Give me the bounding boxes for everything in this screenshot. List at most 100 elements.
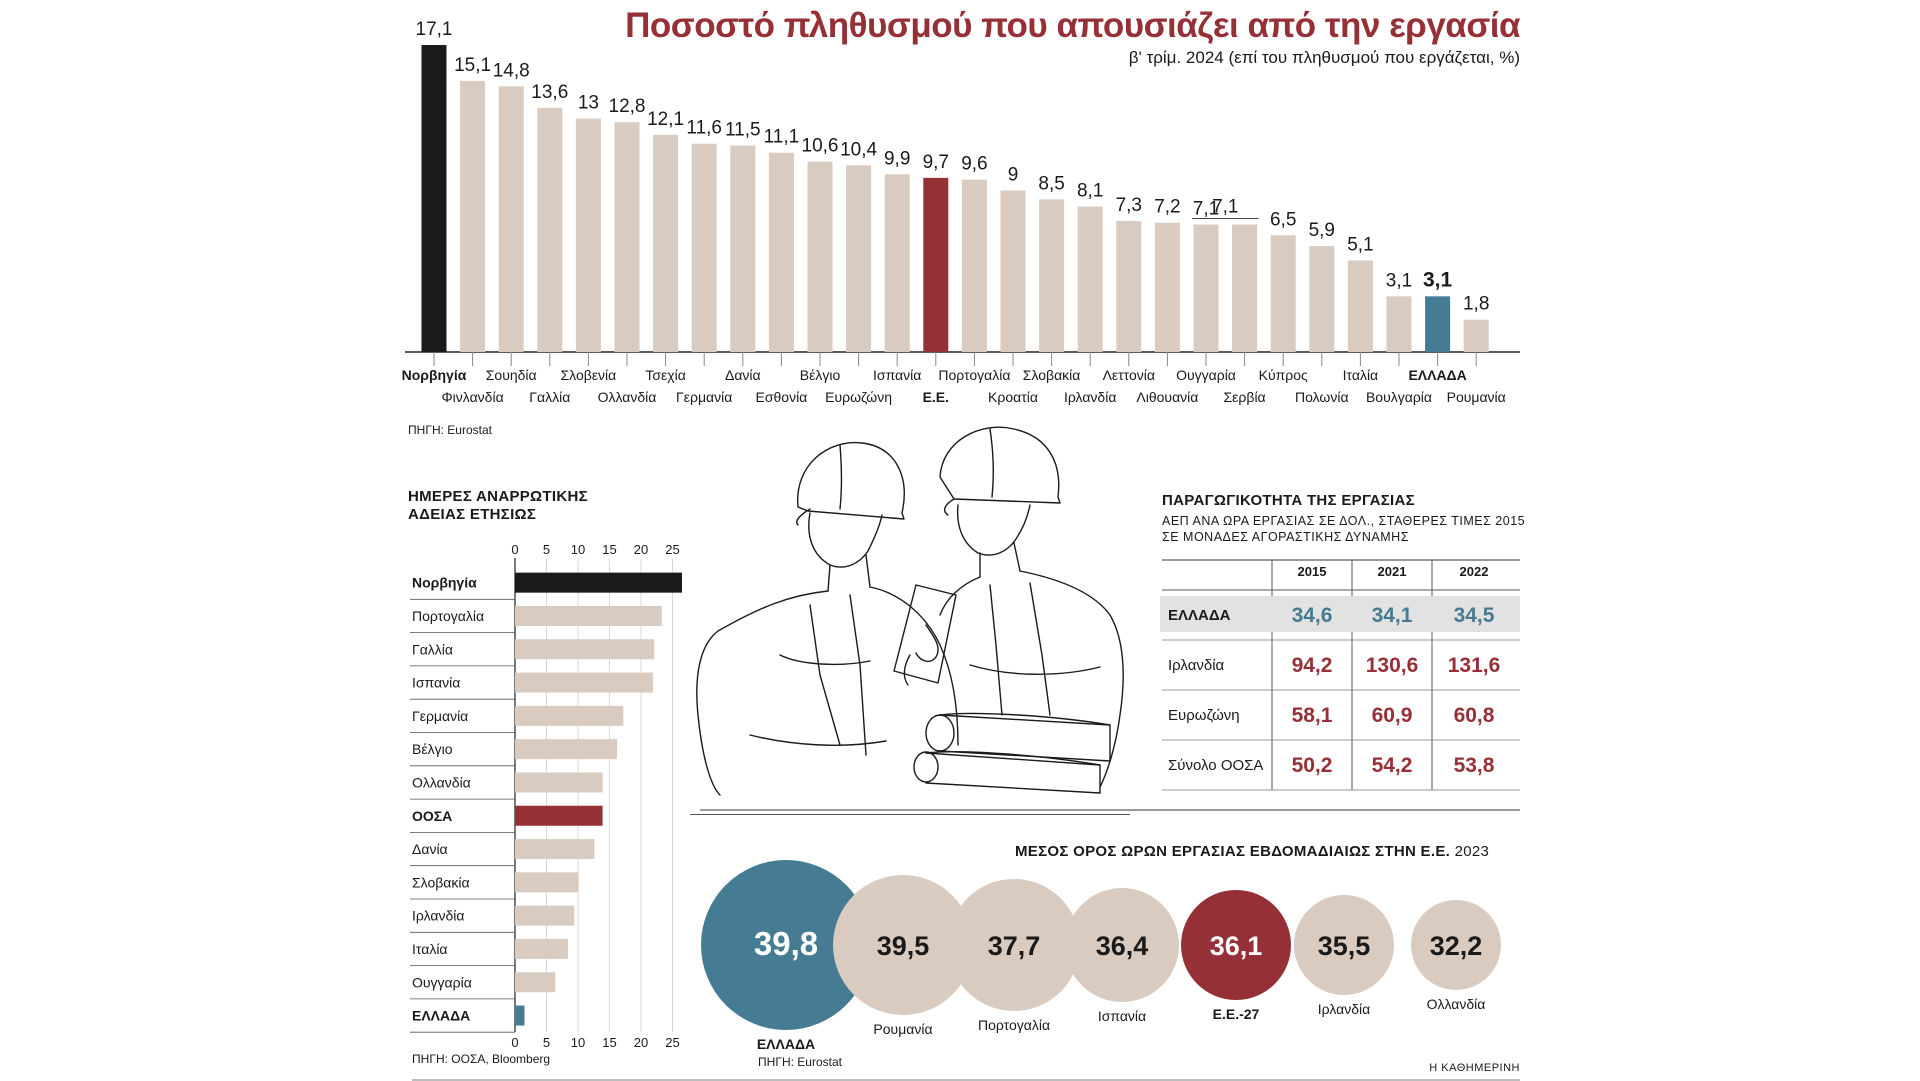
column-header-2022: 2022: [1460, 564, 1489, 579]
row-label-ουγγαρία: Ουγγαρία: [412, 974, 472, 990]
category-label-πορτογαλία: Πορτογαλία: [938, 367, 1010, 383]
bubble-value-ολλανδία: 32,2: [1430, 931, 1483, 961]
value-label-σλοβακία: 8,5: [1038, 173, 1064, 194]
value-label-γερμανία: 11,6: [686, 118, 722, 139]
cell-ευρωζώνη-2021: 60,9: [1372, 704, 1413, 727]
hbar-βέλγιο: [515, 739, 618, 760]
category-label-ε-ε: Ε.Ε.: [923, 389, 949, 405]
value-label-εσθονία: 11,1: [764, 127, 800, 148]
value-label-ε-ε: 9,7: [923, 152, 949, 173]
x-tick-top-0: 0: [511, 542, 518, 557]
bubble-value-ελλαδα: 39,8: [754, 925, 818, 962]
x-tick-bottom-5: 5: [543, 1035, 550, 1050]
category-label-ελλαδα: ΕΛΛΑΔΑ: [1408, 367, 1466, 383]
value-label-ευρωζώνη: 10,4: [840, 139, 877, 160]
value-label-shared-ουγγαρία-σερβία: 7,1: [1212, 197, 1238, 218]
cell-ελλαδα-2022: 34,5: [1454, 604, 1495, 627]
row-label-δανία: Δανία: [412, 841, 448, 857]
hours-title-text: ΜΕΣΟΣ ΟΡΟΣ ΩΡΩΝ ΕΡΓΑΣΙΑΣ ΕΒΔΟΜΑΔΙΑΙΩΣ ΣΤ…: [1015, 843, 1451, 860]
category-label-σλοβακία: Σλοβακία: [1023, 367, 1081, 383]
category-label-ολλανδία: Ολλανδία: [598, 389, 657, 405]
cell-ιρλανδία-2015: 94,2: [1292, 654, 1333, 677]
hours-title-year: 2023: [1454, 843, 1490, 860]
category-label-εσθονία: Εσθονία: [756, 389, 808, 405]
category-label-νορβηγία: Νορβηγία: [402, 367, 467, 383]
value-label-ουγγαρία: 7,1: [1193, 199, 1219, 220]
hbar-γερμανία: [515, 705, 624, 726]
bar-βέλγιο: [807, 161, 833, 352]
category-label-κροατία: Κροατία: [988, 389, 1038, 405]
x-tick-top-15: 15: [602, 542, 616, 557]
bar-σουηδία: [498, 86, 524, 353]
value-label-ρουμανία: 1,8: [1463, 294, 1489, 315]
main-chart-title: Ποσοστό πληθυσμού που απουσιάζει από την…: [625, 6, 1520, 45]
bubble-label-ε-ε-27: Ε.Ε.-27: [1213, 1006, 1260, 1022]
x-tick-bottom-20: 20: [634, 1035, 648, 1050]
bar-πορτογαλία: [961, 179, 987, 352]
bubble-value-ισπανία: 36,4: [1096, 931, 1149, 961]
x-tick-top-25: 25: [665, 542, 679, 557]
row-label-γερμανία: Γερμανία: [412, 708, 468, 724]
row-label-ιρλανδία: Ιρλανδία: [412, 908, 464, 924]
cell-σύνολο-οοσα-2021: 54,2: [1372, 754, 1413, 777]
bar-βουλγαρία: [1386, 296, 1412, 352]
row-label-γαλλία: Γαλλία: [412, 641, 453, 657]
category-label-σερβία: Σερβία: [1224, 389, 1266, 405]
row-label-νορβηγία: Νορβηγία: [412, 575, 477, 591]
category-label-ευρωζώνη: Ευρωζώνη: [825, 389, 892, 405]
column-header-2021: 2021: [1378, 564, 1407, 579]
bubble-label-ιρλανδία: Ιρλανδία: [1318, 1001, 1370, 1017]
row-label-ελλαδα: ΕΛΛΑΔΑ: [1168, 607, 1231, 624]
column-header-2015: 2015: [1298, 564, 1327, 579]
hbar-ιταλία: [515, 938, 568, 959]
hbar-δανία: [515, 839, 595, 860]
value-label-βέλγιο: 10,6: [802, 136, 839, 157]
category-label-βουλγαρία: Βουλγαρία: [1366, 389, 1432, 405]
cell-σύνολο-οοσα-2015: 50,2: [1292, 754, 1333, 777]
category-label-ουγγαρία: Ουγγαρία: [1176, 367, 1236, 383]
category-label-λιθουανία: Λιθουανία: [1136, 389, 1198, 405]
bubble-label-ρουμανία: Ρουμανία: [873, 1021, 932, 1037]
productivity-subtitle-line1: ΑΕΠ ΑΝΑ ΩΡΑ ΕΡΓΑΣΙΑΣ ΣΕ ΔΟΛ., ΣΤΑΘΕΡΕΣ Τ…: [1162, 514, 1526, 528]
bar-κροατία: [1000, 190, 1026, 352]
row-label-βέλγιο: Βέλγιο: [412, 741, 453, 757]
hbar-ιρλανδία: [515, 905, 575, 926]
row-label-σύνολο-οοσα: Σύνολο ΟΟΣΑ: [1168, 757, 1263, 774]
hbar-ουγγαρία: [515, 972, 556, 993]
sick-leave-title: ΗΜΕΡΕΣ ΑΝΑΡΡΩΤΙΚΗΣ ΑΔΕΙΑΣ ΕΤΗΣΙΩΣ: [408, 488, 588, 524]
hbar-πορτογαλία: [515, 605, 662, 626]
construction-workers-line-art-icon: [690, 426, 1130, 815]
row-label-ολλανδία: Ολλανδία: [412, 774, 471, 790]
bubble-label-ισπανία: Ισπανία: [1098, 1008, 1146, 1024]
sick-leave-title-line1: ΗΜΕΡΕΣ ΑΝΑΡΡΩΤΙΚΗΣ: [408, 488, 588, 505]
publisher-name: Η ΚΑΘΗΜΕΡΙΝΗ: [1429, 1062, 1520, 1074]
category-label-σλοβενία: Σλοβενία: [561, 367, 617, 383]
bar-ιταλία: [1347, 260, 1373, 352]
category-label-γαλλία: Γαλλία: [529, 389, 570, 405]
bubble-value-πορτογαλία: 37,7: [988, 931, 1041, 961]
cell-ευρωζώνη-2022: 60,8: [1454, 704, 1495, 727]
main-chart-source: ΠΗΓΗ: Eurostat: [408, 423, 492, 437]
hours-source: ΠΗΓΗ: Eurostat: [758, 1055, 842, 1069]
bar-ιρλανδία: [1077, 206, 1103, 352]
sick-leave-bar-chart: 0 0 5 5 10 10 15 15 20 20 25 25 Νορβηγία Πορτογαλία Γα…: [410, 542, 682, 1050]
row-label-ελλαδα: ΕΛΛΑΔΑ: [412, 1008, 470, 1024]
cell-ιρλανδία-2022: 131,6: [1448, 654, 1501, 677]
productivity-subtitle-line2: ΣΕ ΜΟΝΑΔΕΣ ΑΓΟΡΑΣΤΙΚΗΣ ΔΥΝΑΜΗΣ: [1162, 530, 1409, 544]
main-chart-subtitle: β' τρίμ. 2024 (επί του πληθυσμού που εργ…: [1128, 48, 1520, 67]
value-label-γαλλία: 13,6: [531, 82, 568, 103]
bar-γαλλία: [537, 107, 563, 352]
bar-λιθουανία: [1154, 222, 1180, 352]
bubble-value-ιρλανδία: 35,5: [1318, 931, 1371, 961]
value-label-κροατία: 9: [1008, 164, 1019, 185]
row-label-ευρωζώνη: Ευρωζώνη: [1168, 707, 1240, 724]
bubble-value-ρουμανία: 39,5: [877, 931, 930, 961]
category-label-φινλανδία: Φινλανδία: [442, 389, 504, 405]
row-label-πορτογαλία: Πορτογαλία: [412, 608, 484, 624]
bubble-πορτογαλία: [948, 879, 1080, 1011]
category-label-ρουμανία: Ρουμανία: [1447, 389, 1506, 405]
row-label-οοσα: ΟΟΣΑ: [412, 808, 452, 824]
cell-ιρλανδία-2021: 130,6: [1366, 654, 1419, 677]
row-label-ιρλανδία: Ιρλανδία: [1168, 657, 1225, 674]
